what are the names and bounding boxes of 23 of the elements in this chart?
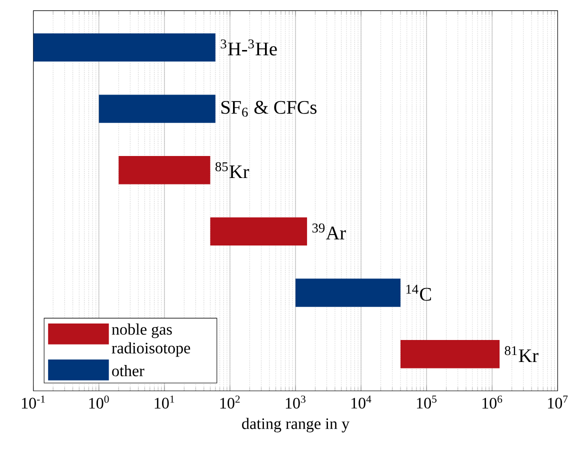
bar <box>400 340 500 368</box>
y-tick-label: $^{85}$Kr <box>215 162 250 178</box>
y-tick-label: SF$_{6}$ & CFCs <box>221 100 316 117</box>
x-tick-label: 10$^{2}$ <box>220 395 240 408</box>
x-tick-label: 10$^{3}$ <box>286 395 306 408</box>
bar <box>296 278 400 307</box>
x-tick-label: 10$^{-1}$ <box>22 395 45 408</box>
x-axis-title: dating range in y <box>242 418 350 432</box>
x-tick-label: 10$^{4}$ <box>351 395 372 408</box>
y-tick-label: $^{14}$C <box>406 284 431 301</box>
y-tick-label: $^{81}$Kr <box>504 346 538 362</box>
x-tick-label: 10$^{7}$ <box>548 395 568 408</box>
bar <box>98 94 216 123</box>
x-tick-label: 10$^{6}$ <box>482 395 502 408</box>
y-tick-label: $^{3}$H-$^{3}$He <box>220 39 277 56</box>
x-tick-label: 10$^{5}$ <box>416 395 436 408</box>
x-tick-label: 10$^{1}$ <box>154 395 174 408</box>
y-tick-label: $^{39}$Ar <box>312 223 346 240</box>
bar <box>118 156 210 184</box>
bar <box>210 217 308 246</box>
bar <box>33 33 216 62</box>
legend-label: other <box>112 364 144 376</box>
x-tick-label: 10$^{0}$ <box>89 395 109 409</box>
